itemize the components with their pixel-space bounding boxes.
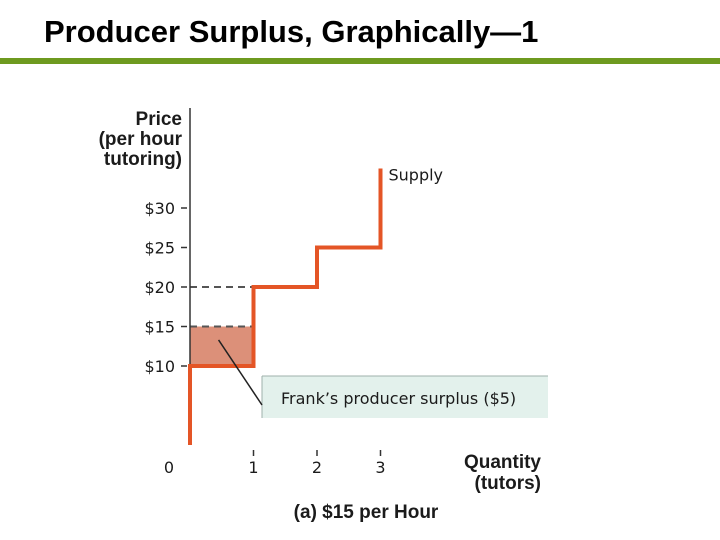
y-axis-title: Price (per hour tutoring)	[99, 109, 183, 170]
supply-curve	[188, 168, 383, 445]
x-tick-label-1: 1	[248, 458, 258, 477]
x-axis-title-line-2: (tutors)	[475, 473, 541, 494]
x-tick-label-2: 2	[312, 458, 322, 477]
y-tick-label-25: $25	[144, 239, 175, 258]
surplus-area	[190, 326, 254, 366]
title-divider	[0, 58, 720, 64]
y-axis-title-line-1: Price	[136, 109, 182, 130]
chart-marks: $10 $15 $20 $25 $30 1 2 3 Supply	[144, 108, 443, 477]
y-tick-label-15: $15	[144, 318, 175, 337]
y-axis-title-line-3: tutoring)	[104, 149, 182, 170]
slide-title: Producer Surplus, Graphically—1	[44, 14, 539, 49]
annotation-text: Frank’s producer surplus ($5)	[281, 389, 516, 408]
annotation-leader-line	[217, 339, 263, 406]
y-tick-label-10: $10	[144, 357, 175, 376]
y-axis-title-line-2: (per hour	[99, 129, 183, 150]
chart-caption: (a) $15 per Hour	[294, 502, 439, 523]
x-axis-title-line-1: Quantity	[464, 452, 541, 473]
y-tick-label-20: $20	[144, 278, 175, 297]
x-origin-label: 0	[164, 458, 174, 477]
y-tick-label-30: $30	[144, 199, 175, 218]
annotation-box	[262, 376, 548, 418]
supply-label: Supply	[389, 166, 444, 185]
x-tick-label-3: 3	[375, 458, 385, 477]
x-axis-title: Quantity (tutors)	[464, 452, 541, 494]
